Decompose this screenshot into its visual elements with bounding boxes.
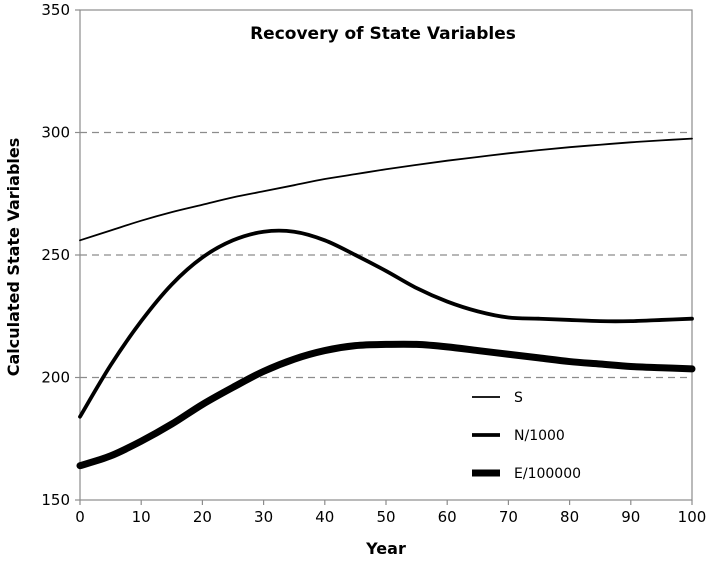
y-tick-label: 150 — [41, 491, 70, 509]
y-tick-label: 300 — [41, 124, 70, 142]
series-line-1 — [79, 137, 693, 242]
series-lines — [76, 137, 696, 470]
y-tick-label: 200 — [41, 369, 70, 387]
x-tick-label: 10 — [132, 508, 151, 526]
y-tick-label: 350 — [41, 1, 70, 19]
legend: S N/1000 E/100000 — [472, 390, 581, 482]
y-axis-title: Calculated State Variables — [4, 138, 23, 377]
x-tick-label: 90 — [621, 508, 640, 526]
x-tick-label: 80 — [560, 508, 579, 526]
x-tick-label: 60 — [438, 508, 457, 526]
series-line-2 — [78, 228, 694, 419]
x-tick-label: 50 — [376, 508, 395, 526]
axes — [75, 9, 693, 505]
x-tick-label: 20 — [193, 508, 212, 526]
x-tick-label: 0 — [75, 508, 85, 526]
legend-label: E/100000 — [514, 466, 581, 482]
x-tick-label: 30 — [254, 508, 273, 526]
legend-label: S — [514, 390, 523, 406]
gridlines — [80, 131, 692, 379]
x-tick-label: 100 — [678, 508, 707, 526]
x-tick-label: 70 — [499, 508, 518, 526]
y-tick-label: 250 — [41, 246, 70, 264]
series-line-3 — [76, 340, 696, 470]
chart-title: Recovery of State Variables — [250, 24, 516, 44]
x-tick-label: 40 — [315, 508, 334, 526]
legend-label: N/1000 — [514, 428, 565, 444]
tick-labels: 0 10 20 30 40 50 60 70 80 90 100 150 200 250 300 350 — [41, 1, 706, 526]
x-axis-title: Year — [365, 539, 406, 558]
